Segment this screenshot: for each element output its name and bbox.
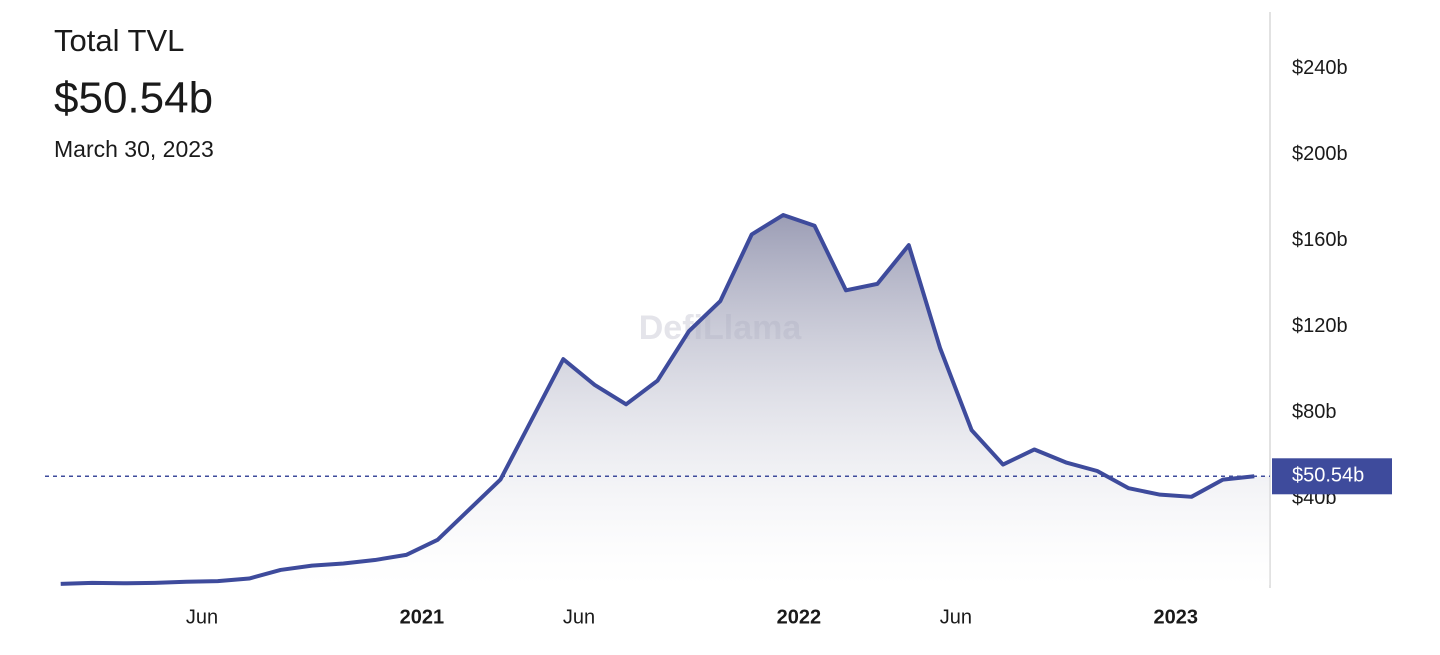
area-fill xyxy=(45,215,1270,586)
x-tick-label: Jun xyxy=(186,606,218,628)
y-tick-label: $200b xyxy=(1292,143,1348,165)
line xyxy=(60,213,1255,586)
current-badge xyxy=(1272,458,1392,495)
y-tick-label: $240b xyxy=(1292,57,1348,79)
x-tick-label: Jun xyxy=(563,606,595,628)
x-tick-label: 2023 xyxy=(1154,606,1199,628)
current-badge-label: $50.54b xyxy=(1292,465,1364,487)
x-tick-label: 2021 xyxy=(400,606,445,628)
x-tick-label: 2022 xyxy=(777,606,822,628)
x-tick-label: Jun xyxy=(940,606,972,628)
date: March 30, 2023 xyxy=(54,136,214,162)
y-tick-label: $160b xyxy=(1292,229,1348,251)
y-tick-label: $80b xyxy=(1292,401,1337,423)
chart-title: Total TVL xyxy=(54,23,184,58)
current-value: $50.54b xyxy=(54,74,213,123)
y-tick-label: $120b xyxy=(1292,315,1348,337)
